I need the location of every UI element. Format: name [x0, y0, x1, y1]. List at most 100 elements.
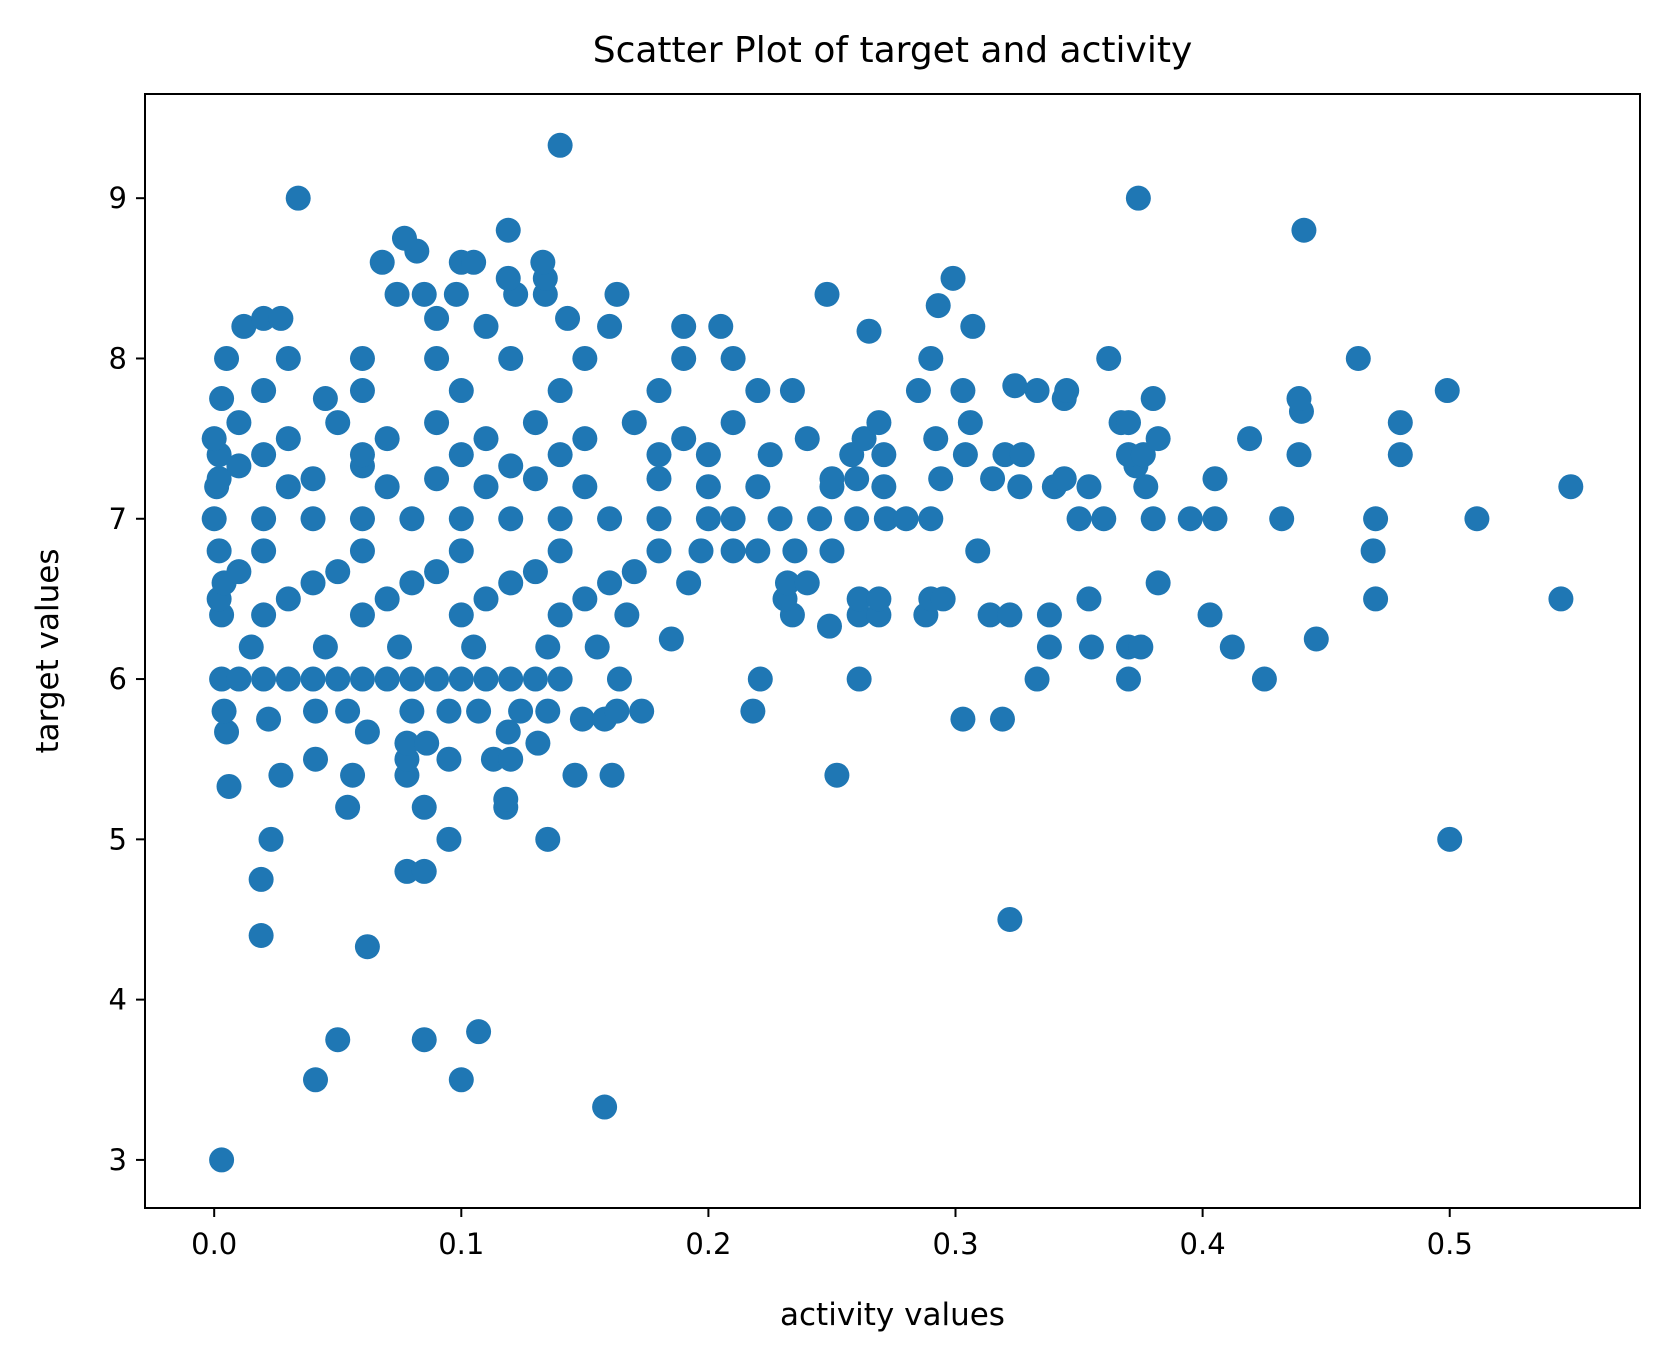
- scatter-point: [572, 474, 598, 500]
- scatter-point: [614, 602, 640, 628]
- scatter-point: [251, 602, 277, 628]
- scatter-point: [1237, 426, 1263, 452]
- scatter-point: [340, 762, 366, 788]
- scatter-point: [466, 698, 492, 724]
- scatter-point: [256, 706, 282, 732]
- scatter-point: [530, 249, 556, 275]
- scatter-point: [1177, 506, 1203, 532]
- scatter-point: [374, 666, 400, 692]
- scatter-point: [905, 378, 931, 404]
- scatter-point: [216, 773, 242, 799]
- scatter-point: [997, 906, 1023, 932]
- scatter-point: [819, 538, 845, 564]
- scatter-point: [621, 559, 647, 585]
- scatter-point: [231, 313, 257, 339]
- scatter-point: [473, 474, 499, 500]
- scatter-point: [547, 602, 573, 628]
- scatter-point: [443, 281, 469, 307]
- scatter-point: [1202, 466, 1228, 492]
- scatter-point: [597, 313, 623, 339]
- scatter-point: [747, 666, 773, 692]
- scatter-point: [466, 1019, 492, 1045]
- scatter-point: [325, 666, 351, 692]
- scatter-point: [214, 719, 240, 745]
- scatter-point: [285, 185, 311, 211]
- scatter-point: [960, 313, 986, 339]
- scatter-point: [871, 442, 897, 468]
- scatter-points: [201, 132, 1584, 1173]
- scatter-point: [1130, 442, 1156, 468]
- scatter-point: [312, 386, 338, 412]
- scatter-point: [448, 1067, 474, 1093]
- scatter-point: [461, 634, 487, 660]
- scatter-point: [411, 858, 437, 884]
- scatter-point: [1140, 506, 1166, 532]
- scatter-point: [498, 570, 524, 596]
- y-tick-label: 8: [109, 341, 127, 375]
- scatter-point: [572, 426, 598, 452]
- scatter-point: [569, 706, 595, 732]
- scatter-point: [473, 666, 499, 692]
- scatter-point: [325, 410, 351, 436]
- scatter-point: [303, 1067, 329, 1093]
- scatter-point: [952, 442, 978, 468]
- scatter-point: [251, 506, 277, 532]
- x-axis-title: activity values: [780, 1297, 1005, 1333]
- scatter-point: [387, 634, 413, 660]
- scatter-point: [399, 506, 425, 532]
- y-axis-title: target values: [30, 549, 66, 754]
- scatter-point: [844, 506, 870, 532]
- scatter-point: [930, 586, 956, 612]
- scatter-point: [226, 453, 252, 479]
- scatter-point: [720, 345, 746, 371]
- scatter-point: [572, 345, 598, 371]
- scatter-point: [480, 746, 506, 772]
- scatter-point: [414, 730, 440, 756]
- scatter-point: [782, 538, 808, 564]
- scatter-point: [1007, 474, 1033, 500]
- scatter-point: [1303, 626, 1329, 652]
- scatter-point: [604, 281, 630, 307]
- scatter-point: [1387, 442, 1413, 468]
- scatter-point: [374, 474, 400, 500]
- scatter-point: [522, 466, 548, 492]
- scatter-point: [1363, 506, 1389, 532]
- scatter-point: [925, 293, 951, 319]
- scatter-point: [374, 586, 400, 612]
- scatter-point: [209, 666, 235, 692]
- scatter-point: [349, 442, 375, 468]
- scatter-point: [394, 730, 420, 756]
- scatter-point: [1133, 474, 1159, 500]
- scatter-point: [1437, 826, 1463, 852]
- scatter-point: [950, 706, 976, 732]
- scatter-point: [495, 265, 521, 291]
- scatter-point: [399, 666, 425, 692]
- scatter-point: [325, 559, 351, 585]
- scatter-point: [562, 762, 588, 788]
- scatter-point: [448, 666, 474, 692]
- scatter-point: [411, 794, 437, 820]
- scatter-point: [303, 746, 329, 772]
- scatter-point: [448, 538, 474, 564]
- scatter-point: [522, 559, 548, 585]
- scatter-point: [424, 666, 450, 692]
- scatter-point: [745, 538, 771, 564]
- scatter-point: [424, 305, 450, 331]
- scatter-point: [209, 1147, 235, 1173]
- scatter-point: [671, 426, 697, 452]
- scatter-point: [211, 698, 237, 724]
- scatter-point: [493, 786, 519, 812]
- scatter-point: [436, 746, 462, 772]
- y-tick-label: 6: [109, 662, 127, 696]
- scatter-point: [424, 559, 450, 585]
- scatter-point: [374, 426, 400, 452]
- scatter-point: [394, 858, 420, 884]
- x-tick-label: 0.3: [932, 1227, 978, 1261]
- scatter-point: [1024, 378, 1050, 404]
- scatter-point: [720, 538, 746, 564]
- scatter-point: [846, 666, 872, 692]
- scatter-point: [349, 345, 375, 371]
- scatter-point: [767, 506, 793, 532]
- scatter-point: [1096, 345, 1122, 371]
- scatter-point: [599, 762, 625, 788]
